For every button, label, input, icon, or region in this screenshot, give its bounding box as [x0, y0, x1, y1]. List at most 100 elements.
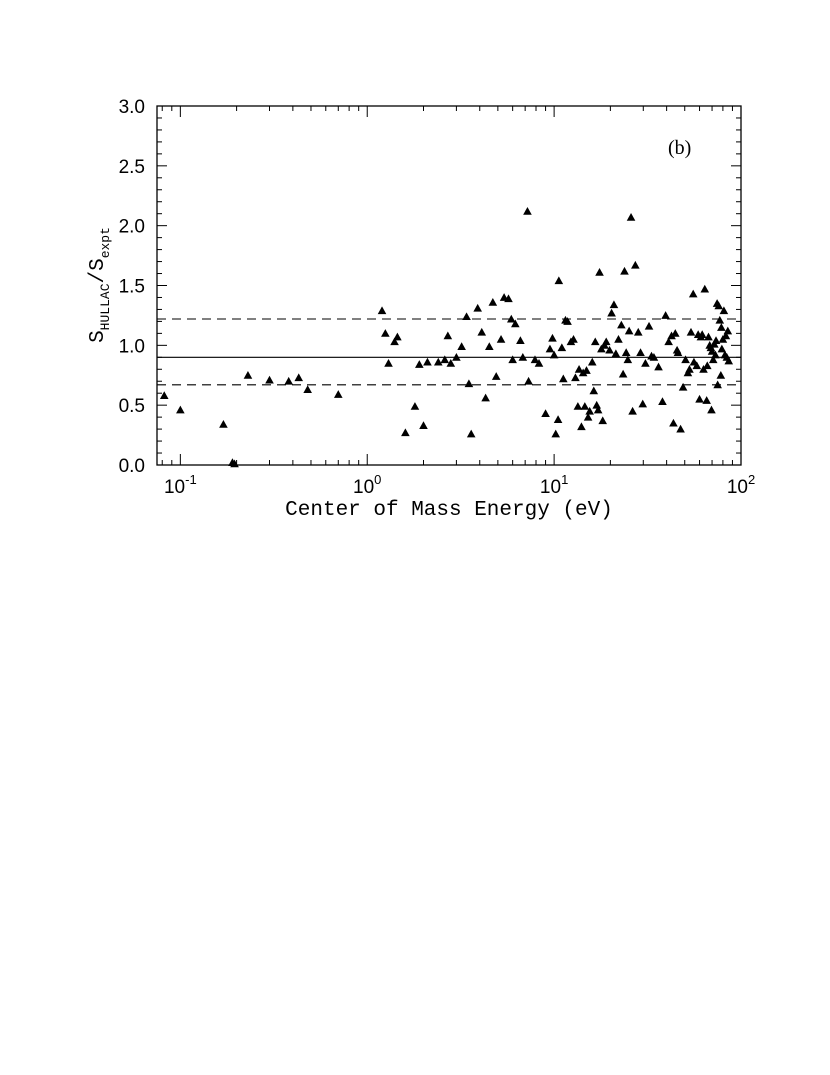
data-point [673, 348, 683, 356]
data-point [617, 320, 626, 329]
data-point [624, 326, 634, 335]
data-point [553, 415, 563, 423]
data-point [541, 409, 550, 417]
y-axis-label: SHULLAC/Sexpt [87, 227, 113, 343]
data-point [410, 402, 420, 410]
data-point [621, 348, 631, 356]
data-point [284, 376, 294, 385]
data-point [590, 337, 600, 346]
data-point [700, 284, 710, 293]
data-point [620, 266, 629, 275]
data-point [176, 405, 185, 414]
data-point [485, 342, 494, 350]
x-tick-base: 10 [540, 477, 561, 498]
data-point [669, 418, 678, 427]
data-point [219, 420, 228, 428]
data-point [719, 306, 729, 315]
data-point [473, 303, 482, 312]
data-point [636, 348, 645, 356]
data-point [664, 337, 673, 346]
data-point [587, 357, 597, 366]
data-point [641, 358, 650, 367]
data-point [381, 329, 390, 337]
data-point [601, 337, 611, 346]
data-point [661, 311, 670, 319]
data-point [721, 331, 731, 340]
y-label-main2: S [87, 258, 110, 271]
data-point [717, 344, 727, 353]
y-tick-label: 1.5 [119, 277, 145, 298]
data-point [609, 300, 619, 309]
plot-frame [156, 105, 742, 466]
data-point [523, 207, 532, 215]
data-point [384, 358, 393, 367]
data-point [702, 361, 712, 370]
axis-ticks [157, 105, 742, 466]
data-point [393, 332, 402, 341]
panel-label: (b) [668, 137, 691, 159]
data-point [481, 393, 490, 402]
data-point [377, 306, 387, 315]
data-point [506, 314, 516, 323]
data-point [511, 319, 520, 328]
data-point [715, 315, 725, 324]
data-point [551, 429, 561, 438]
y-label-slash: / [87, 271, 110, 284]
data-point [702, 396, 711, 404]
x-tick-exponent: 1 [561, 472, 568, 487]
data-point [563, 317, 572, 325]
data-point [670, 329, 680, 337]
data-point [678, 382, 688, 391]
data-point [518, 353, 528, 361]
x-tick-label: 101 [540, 472, 568, 498]
data-point [496, 335, 506, 343]
x-tick-label: 100 [353, 472, 381, 498]
data-point [704, 332, 713, 341]
data-point [589, 386, 599, 395]
data-point [423, 357, 432, 366]
data-point [713, 380, 722, 389]
y-tick-label: 2.5 [119, 157, 145, 178]
data-point [676, 424, 685, 433]
y-tick-label: 2.0 [119, 217, 145, 238]
data-point [638, 399, 648, 408]
data-point [580, 402, 590, 410]
data-point [681, 355, 690, 364]
data-point [534, 358, 544, 367]
data-point [626, 212, 636, 221]
x-axis-label: Center of Mass Energy (eV) [285, 499, 613, 522]
data-point [618, 369, 628, 378]
data-point [723, 326, 733, 335]
x-tick-exponent: 2 [748, 472, 755, 487]
data-point [559, 374, 568, 383]
plot-border [156, 105, 742, 466]
data-point [491, 372, 501, 380]
data-point [419, 421, 428, 429]
data-point [688, 289, 698, 298]
data-point [716, 370, 726, 379]
data-point [583, 412, 593, 421]
x-tick-base: 10 [727, 477, 748, 498]
data-point [571, 373, 580, 382]
data-point [649, 353, 659, 361]
y-label-sub1: HULLAC [98, 283, 113, 330]
reference-lines [157, 318, 741, 386]
x-tick-label: 10-1 [164, 472, 197, 498]
y-tick-label: 3.0 [119, 97, 145, 118]
data-point [623, 355, 633, 364]
data-point [598, 416, 608, 425]
y-label-sub2: expt [98, 227, 113, 258]
data-point [464, 379, 474, 388]
data-point [557, 343, 567, 352]
data-point [488, 297, 498, 306]
data-point [415, 360, 424, 368]
data-point [401, 428, 410, 437]
data-point [595, 268, 604, 276]
data-point [593, 405, 603, 414]
data-point [724, 356, 734, 365]
data-point [605, 345, 614, 354]
data-point [545, 344, 555, 353]
data-point [711, 350, 720, 359]
data-point [697, 330, 707, 339]
